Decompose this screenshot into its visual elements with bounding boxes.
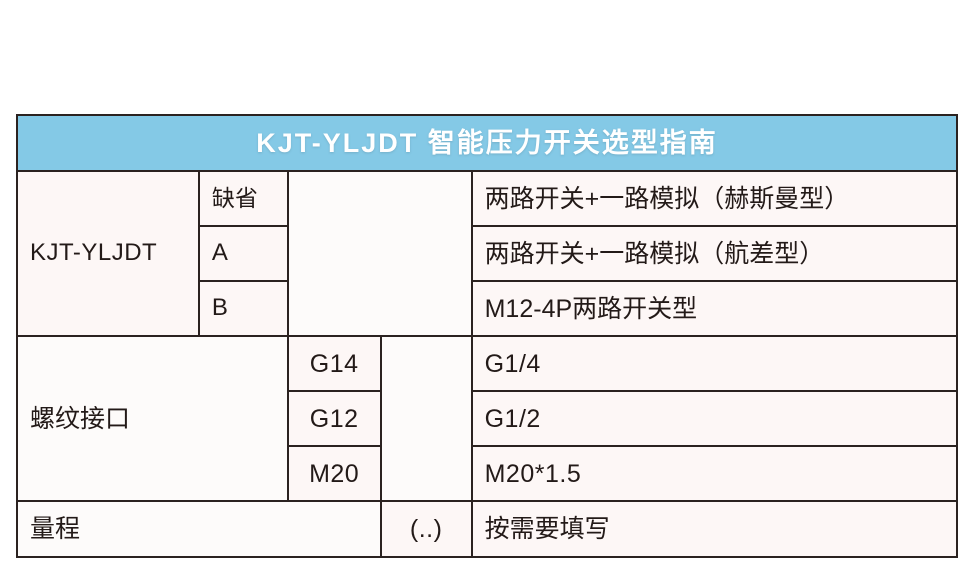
range-desc: 按需要填写 bbox=[484, 515, 610, 543]
thread-code-m20: M20 bbox=[309, 459, 360, 488]
page-title: KJT-YLJDT 智能压力开关选型指南 bbox=[256, 128, 718, 158]
range-label: 量程 bbox=[30, 515, 81, 543]
model-option-code-default: 缺省 bbox=[211, 184, 258, 211]
product-selection-table: KJT-YLJDT 智能压力开关选型指南 KJT-YLJDT 缺省 两路开关+一… bbox=[16, 114, 959, 558]
thread-spacer-cell bbox=[379, 335, 473, 502]
range-desc-cell: 按需要填写 bbox=[470, 500, 959, 558]
model-option-code-cell: B bbox=[197, 280, 289, 337]
thread-desc-g14: G1/4 bbox=[484, 349, 541, 378]
range-label-cell: 量程 bbox=[16, 500, 382, 558]
model-option-code-cell: 缺省 bbox=[197, 170, 289, 227]
table-row: G12 G1/2 bbox=[17, 390, 959, 447]
thread-label: 螺纹接口 bbox=[30, 404, 131, 433]
thread-desc-m20: M20*1.5 bbox=[484, 459, 582, 488]
thread-label-cell: 螺纹接口 bbox=[16, 335, 289, 502]
table-row: M20 M20*1.5 bbox=[17, 445, 959, 502]
thread-code-g12: G12 bbox=[309, 404, 359, 433]
model-option-desc-a: 两路开关+一路模拟（航差型） bbox=[484, 239, 825, 268]
table-title-row: KJT-YLJDT 智能压力开关选型指南 bbox=[16, 114, 958, 172]
model-option-desc-b: M12-4P两路开关型 bbox=[484, 294, 698, 323]
model-label-cell: KJT-YLJDT bbox=[16, 170, 200, 337]
model-option-desc-cell: 两路开关+一路模拟（赫斯曼型） bbox=[470, 170, 959, 227]
model-spacer-cell bbox=[286, 170, 473, 337]
table-title-cell: KJT-YLJDT 智能压力开关选型指南 bbox=[16, 114, 958, 172]
thread-code-cell: M20 bbox=[286, 445, 382, 502]
model-option-desc-cell: 两路开关+一路模拟（航差型） bbox=[470, 225, 959, 282]
thread-desc-cell: M20*1.5 bbox=[470, 445, 959, 502]
thread-code-g14: G14 bbox=[309, 349, 359, 378]
model-option-code-b: B bbox=[211, 294, 229, 322]
thread-desc-cell: G1/4 bbox=[470, 335, 959, 392]
thread-desc-cell: G1/2 bbox=[470, 390, 959, 447]
table-row: A 两路开关+一路模拟（航差型） bbox=[17, 225, 959, 282]
table-row: 螺纹接口 G14 G1/4 bbox=[16, 335, 959, 502]
model-option-code-a: A bbox=[211, 239, 229, 267]
table-row: B M12-4P两路开关型 bbox=[17, 280, 959, 337]
thread-code-cell: G12 bbox=[286, 390, 382, 447]
table-row: 量程 (..) 按需要填写 bbox=[16, 500, 959, 558]
model-option-desc-cell: M12-4P两路开关型 bbox=[470, 280, 959, 337]
thread-desc-g12: G1/2 bbox=[484, 404, 541, 433]
thread-code-cell: G14 bbox=[286, 335, 382, 392]
range-code: (..) bbox=[409, 515, 443, 543]
model-label: KJT-YLJDT bbox=[30, 239, 158, 267]
range-code-cell: (..) bbox=[379, 500, 473, 558]
table-row: KJT-YLJDT 缺省 两路开关+一路模拟（赫斯曼型） bbox=[16, 170, 959, 337]
model-option-code-cell: A bbox=[197, 225, 289, 282]
model-option-desc-default: 两路开关+一路模拟（赫斯曼型） bbox=[484, 184, 850, 213]
